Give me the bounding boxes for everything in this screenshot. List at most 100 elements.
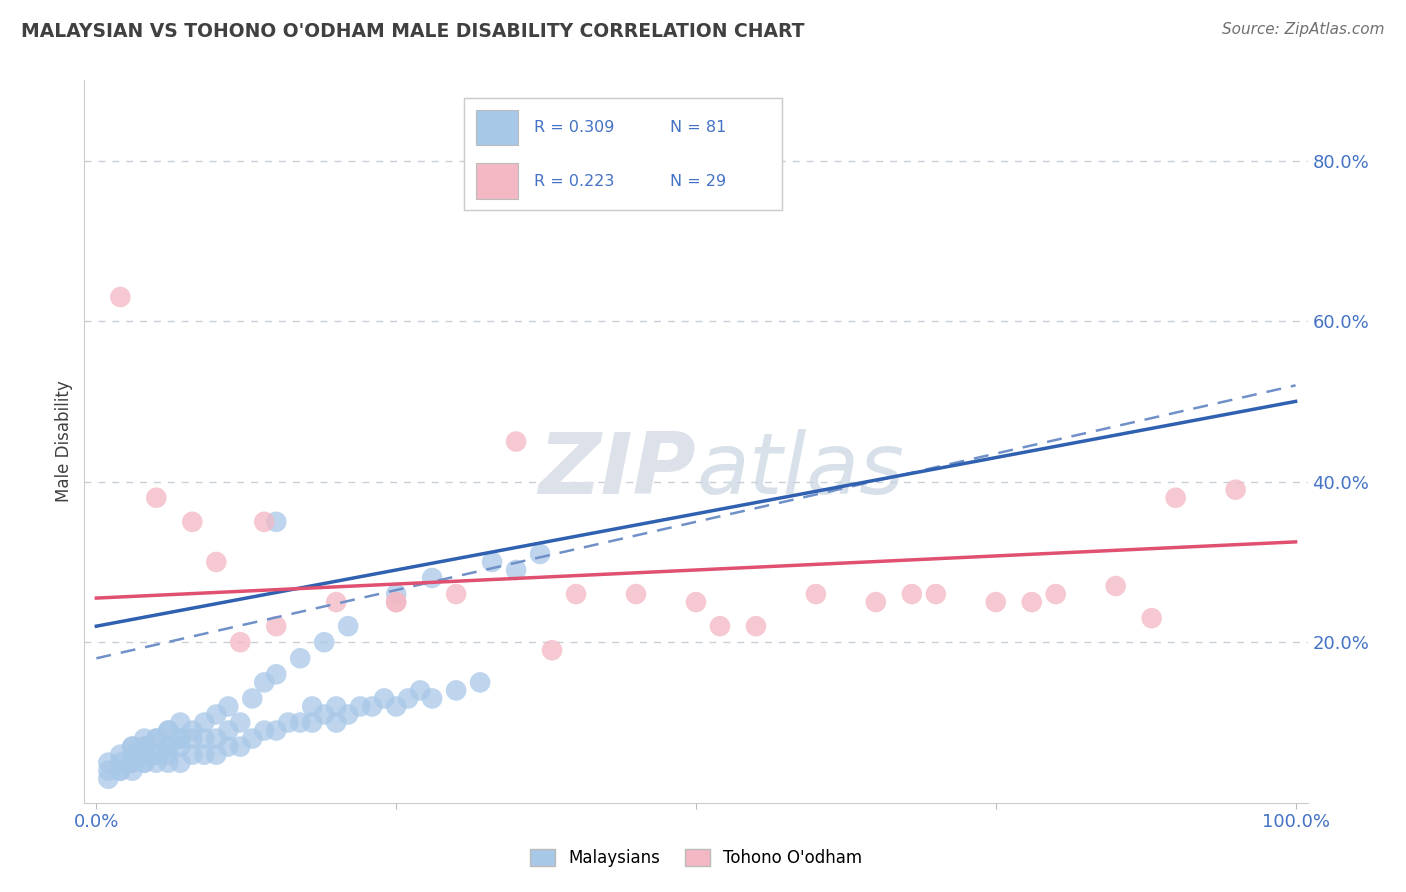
Point (157, 739, 180, 754)
Point (240, 731, 263, 746)
Point (984, 595, 1007, 609)
Point (157, 723, 180, 738)
Point (1140, 611, 1163, 625)
Point (145, 747, 167, 762)
Point (1021, 595, 1043, 609)
Point (396, 691, 419, 706)
Point (264, 619, 287, 633)
Point (277, 715, 299, 730)
Point (565, 587, 588, 601)
Point (385, 699, 408, 714)
Point (169, 756, 191, 770)
Point (181, 515, 204, 529)
Point (325, 595, 347, 609)
Point (301, 715, 323, 730)
Point (314, 707, 336, 722)
Point (624, 587, 647, 601)
Point (253, 723, 276, 738)
Point (193, 715, 215, 730)
Point (804, 587, 827, 601)
Point (1225, 483, 1247, 497)
Point (134, 739, 156, 754)
Text: atlas: atlas (696, 429, 904, 512)
Point (290, 715, 312, 730)
Point (121, 739, 143, 754)
Point (110, 756, 132, 770)
Point (134, 756, 156, 770)
Point (253, 675, 276, 690)
Point (505, 563, 527, 577)
Point (541, 643, 564, 657)
Point (145, 731, 167, 746)
Point (481, 555, 503, 569)
Point (97, 764, 120, 778)
Point (110, 764, 132, 778)
Point (337, 707, 360, 722)
Point (314, 635, 336, 649)
Point (325, 699, 347, 714)
Point (290, 651, 312, 665)
Point (264, 515, 287, 529)
Point (420, 571, 443, 585)
Point (205, 747, 228, 762)
Legend: Malaysians, Tohono O'odham: Malaysians, Tohono O'odham (523, 842, 869, 874)
Point (97, 756, 120, 770)
Point (685, 595, 707, 609)
Point (709, 619, 731, 633)
Point (745, 619, 768, 633)
Point (193, 747, 215, 762)
Point (181, 731, 204, 746)
Point (157, 723, 180, 738)
Point (110, 290, 132, 304)
Point (1164, 491, 1187, 505)
Point (385, 587, 408, 601)
Point (169, 731, 191, 746)
Point (444, 587, 467, 601)
Point (145, 747, 167, 762)
Text: ZIP: ZIP (538, 429, 696, 512)
Point (205, 731, 228, 746)
Point (121, 747, 143, 762)
Point (157, 739, 180, 754)
Point (145, 491, 167, 505)
Point (169, 715, 191, 730)
Point (337, 619, 360, 633)
Point (253, 515, 276, 529)
Point (157, 747, 180, 762)
Point (205, 707, 228, 722)
Point (193, 731, 215, 746)
Point (217, 739, 239, 754)
Point (264, 667, 287, 681)
Point (134, 731, 156, 746)
Point (925, 587, 948, 601)
Point (169, 739, 191, 754)
Point (385, 595, 408, 609)
Point (301, 699, 323, 714)
Point (505, 434, 527, 449)
Point (110, 764, 132, 778)
Point (1045, 587, 1067, 601)
Point (865, 595, 887, 609)
Point (349, 699, 371, 714)
Point (181, 747, 204, 762)
Point (240, 691, 263, 706)
Point (121, 764, 143, 778)
Point (217, 699, 239, 714)
Point (134, 739, 156, 754)
Point (169, 731, 191, 746)
Point (901, 587, 924, 601)
Point (134, 747, 156, 762)
Point (529, 547, 551, 561)
Point (409, 683, 432, 698)
Point (264, 723, 287, 738)
Point (373, 691, 395, 706)
Point (205, 555, 228, 569)
Point (145, 731, 167, 746)
Point (134, 756, 156, 770)
Point (121, 756, 143, 770)
Point (385, 595, 408, 609)
Point (229, 739, 252, 754)
Point (121, 739, 143, 754)
Point (325, 715, 347, 730)
Point (110, 747, 132, 762)
